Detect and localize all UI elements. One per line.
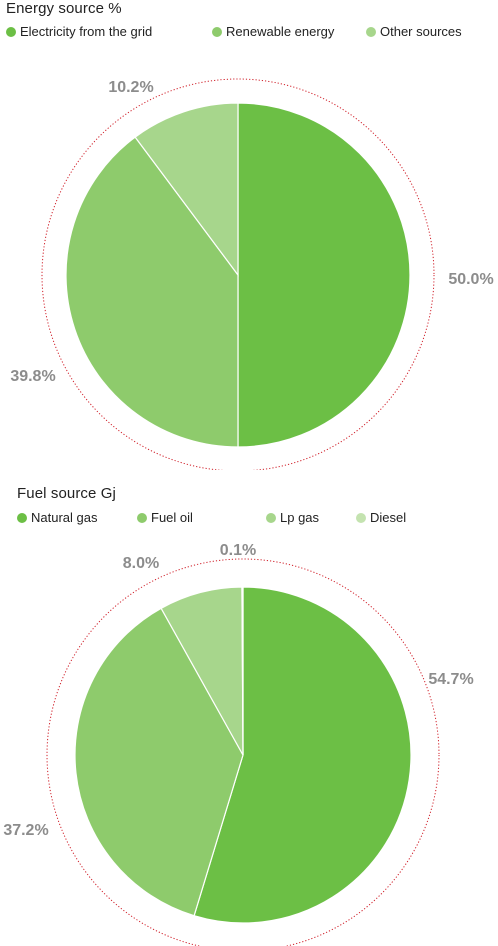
legend-label: Diesel (370, 510, 407, 525)
legend-swatch-icon (366, 26, 376, 37)
pie-slice-renewable-energy (65, 136, 239, 448)
legend-label: Renewable energy (226, 24, 335, 39)
legend-swatch-icon (212, 26, 222, 37)
legend-label: Electricity from the grid (20, 24, 153, 39)
slice-value-label: 37.2% (3, 822, 48, 839)
legend-swatch-icon (266, 512, 276, 523)
legend-item-other: Other sources (366, 24, 462, 39)
slice-value-label: 8.0% (123, 555, 159, 572)
pie-slice-diesel (241, 586, 244, 756)
pie-slice-other-sources (134, 102, 239, 277)
pie-slice-electricity-from-the-grid (237, 102, 411, 448)
legend-label: Natural gas (31, 510, 98, 525)
pie-chart-fuel: 54.7% 37.2% 8.0% 0.1% (3, 542, 474, 946)
slice-value-label: 54.7% (428, 671, 473, 688)
legend-swatch-icon (17, 512, 27, 523)
pie-chart-energy: 50.0% 39.8% 10.2% (10, 78, 494, 470)
slice-value-label: 39.8% (10, 368, 55, 385)
legend-item-renewable: Renewable energy (212, 24, 334, 39)
legend-fuel: Natural gas Fuel oil Lp gas Diesel (17, 510, 497, 526)
legend-item-diesel: Diesel (356, 510, 406, 525)
chart-title-energy: Energy source % (6, 0, 122, 17)
slice-value-label: 0.1% (220, 542, 256, 559)
slice-value-label: 10.2% (108, 79, 153, 96)
legend-swatch-icon (356, 512, 366, 523)
legend-label: Lp gas (280, 510, 320, 525)
legend-item-grid: Electricity from the grid (6, 24, 152, 39)
legend-item-lp-gas: Lp gas (266, 510, 319, 525)
legend-energy: Electricity from the grid Renewable ener… (6, 24, 496, 40)
pie-slice-fuel-oil (74, 607, 244, 917)
legend-swatch-icon (137, 512, 147, 523)
legend-item-fuel-oil: Fuel oil (137, 510, 193, 525)
outer-dotted-ring (41, 78, 435, 470)
slice-value-label: 50.0% (448, 271, 493, 288)
legend-label: Other sources (380, 24, 462, 39)
legend-label: Fuel oil (151, 510, 193, 525)
legend-swatch-icon (6, 26, 16, 37)
legend-item-natural-gas: Natural gas (17, 510, 97, 525)
outer-dotted-ring (46, 558, 440, 946)
chart-title-fuel: Fuel source Gj (17, 485, 116, 502)
pie-slice-natural-gas (193, 586, 412, 924)
